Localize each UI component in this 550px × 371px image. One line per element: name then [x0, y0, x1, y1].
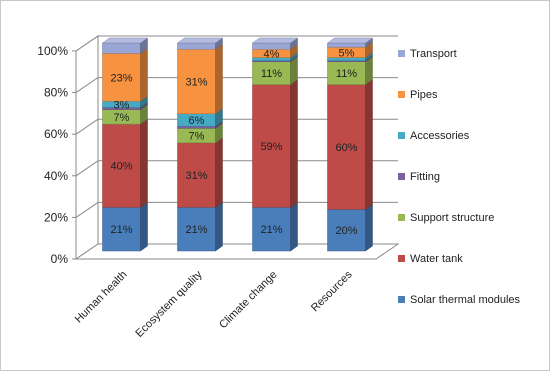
data-label: 3%: [114, 99, 130, 111]
bar-segment-side: [215, 137, 223, 208]
category-label: Resources: [309, 268, 355, 314]
bar-top: [251, 37, 299, 44]
data-label: 7%: [189, 131, 205, 143]
legend-label: Fitting: [410, 171, 440, 183]
data-label: 4%: [264, 48, 280, 60]
category-label: Human health: [73, 269, 130, 326]
bar-top: [176, 37, 224, 44]
bar-segment-side: [140, 47, 148, 102]
data-label: 31%: [185, 76, 207, 88]
bar-top: [101, 37, 149, 44]
side-wall: [75, 35, 99, 260]
bar-segment-side: [140, 201, 148, 252]
data-label: 11%: [336, 68, 357, 80]
gridline-depth: [75, 201, 99, 218]
bar-segment: [327, 209, 366, 252]
data-label: 21%: [185, 224, 207, 236]
legend-swatch: [398, 214, 405, 221]
data-label: 60%: [335, 142, 357, 154]
y-tick-label: 0%: [51, 252, 69, 266]
data-label: 20%: [335, 225, 357, 237]
legend-label: Pipes: [410, 89, 438, 101]
y-tick-label: 80%: [44, 86, 68, 100]
bar-segment: [102, 53, 141, 102]
legend-swatch: [398, 132, 405, 139]
category-label: Ecosystem quality: [133, 268, 205, 340]
bar-segment-side: [365, 79, 373, 210]
legend-label: Transport: [410, 48, 457, 60]
legend-swatch: [398, 296, 405, 303]
legend: Transport Pipes Accessories Fitting Support …: [398, 48, 521, 306]
data-label: 5%: [339, 47, 355, 59]
data-label: 6%: [189, 115, 205, 127]
data-label: 40%: [110, 161, 132, 173]
category-label: Climate change: [217, 269, 280, 332]
bar-segment: [177, 142, 216, 208]
legend-label: Solar thermal modules: [410, 294, 521, 306]
y-tick-label: 60%: [44, 127, 68, 141]
bar-segment: [252, 207, 291, 252]
data-label: 31%: [185, 170, 207, 182]
data-label: 21%: [110, 224, 132, 236]
data-label: 23%: [110, 72, 132, 84]
legend-swatch: [398, 91, 405, 98]
gridline-depth: [75, 118, 99, 135]
bar-top: [326, 37, 374, 44]
y-tick-label: 20%: [44, 210, 68, 224]
gridline-depth: [75, 160, 99, 177]
legend-swatch: [398, 50, 405, 57]
data-label: 11%: [261, 68, 282, 80]
y-tick-label: 40%: [44, 169, 68, 183]
legend-label: Accessories: [410, 130, 470, 142]
bar-segment-side: [290, 79, 298, 208]
legend-swatch: [398, 255, 405, 262]
gridline-depth: [75, 77, 99, 94]
data-label: 59%: [260, 141, 282, 153]
bar-segment: [102, 42, 141, 54]
y-tick-label: 100%: [37, 44, 68, 58]
bar-segment: [102, 207, 141, 252]
bar-segment-side: [215, 43, 223, 115]
bar-segment-side: [140, 118, 148, 208]
gridline-depth: [75, 35, 99, 52]
data-label: 7%: [114, 112, 130, 124]
bar-segment: [177, 207, 216, 252]
legend-label: Support structure: [410, 212, 494, 224]
bar-segment: [177, 48, 216, 114]
bar-segment-side: [365, 203, 373, 252]
legend-label: Water tank: [410, 253, 463, 265]
data-label: 21%: [260, 224, 282, 236]
bar-segment: [177, 42, 216, 50]
floor: [74, 243, 400, 260]
legend-swatch: [398, 173, 405, 180]
bars-layer: [101, 37, 374, 252]
bar-segment-side: [215, 201, 223, 252]
bar-segment-side: [290, 201, 298, 252]
grid-layer: 0% 20% 40% 60% 80% 100%: [37, 35, 400, 266]
